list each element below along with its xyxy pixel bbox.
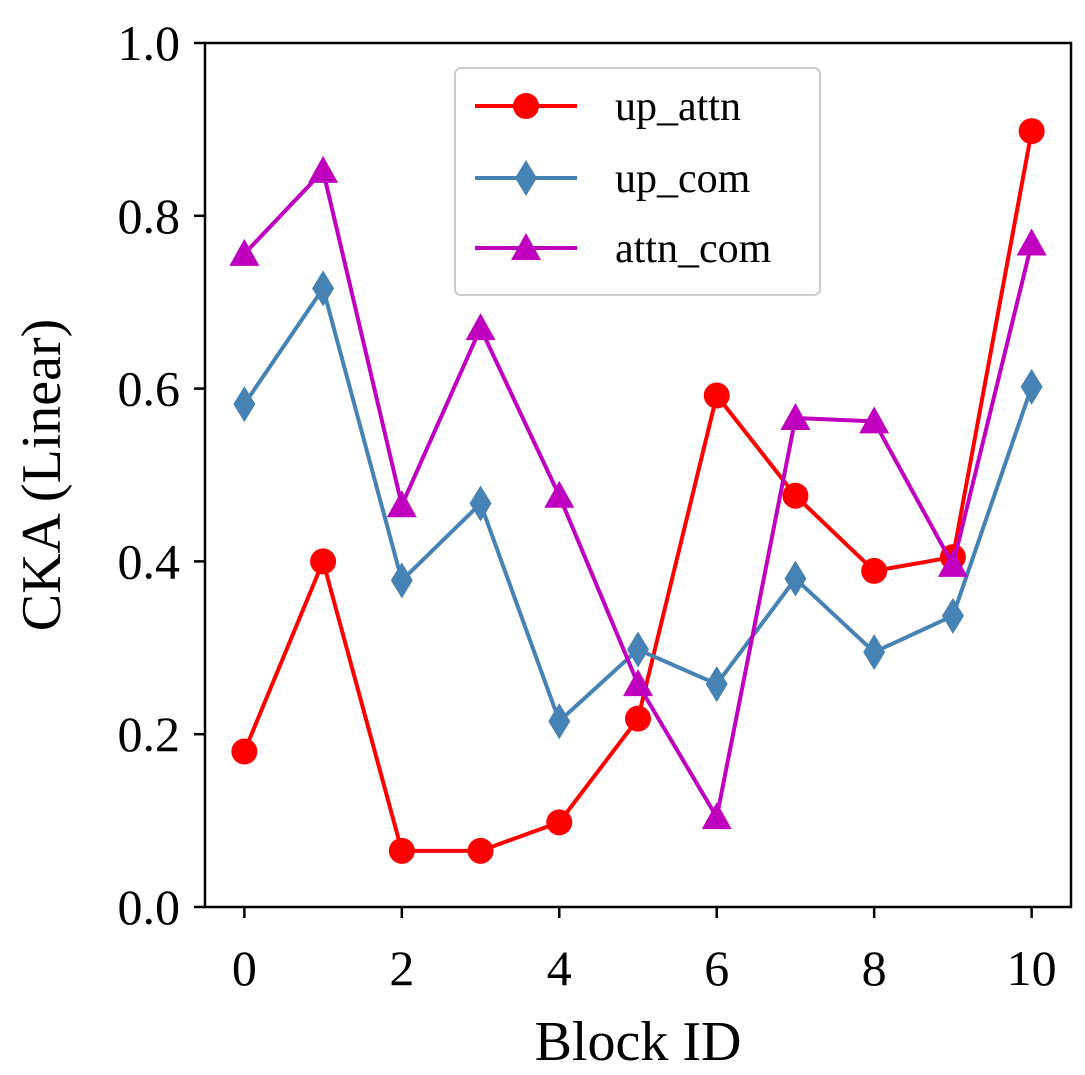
data-point-up_attn-5 xyxy=(625,705,651,732)
legend-marker-attn_com xyxy=(511,233,541,260)
data-point-up_attn-3 xyxy=(467,837,494,864)
legend-entry-up_attn: up_attn xyxy=(475,84,741,130)
data-point-attn_com-1 xyxy=(308,155,339,183)
plot-area xyxy=(229,118,1047,864)
data-point-up_com-6 xyxy=(705,666,728,703)
data-point-up_com-5 xyxy=(627,631,649,668)
legend-label: up_com xyxy=(615,156,751,202)
legend-box xyxy=(454,67,821,296)
y-tick-label: 0.2 xyxy=(118,706,181,762)
data-point-up_com-0 xyxy=(233,386,256,423)
legend-marker-up_attn xyxy=(513,93,539,119)
x-axis-title: Block ID xyxy=(535,1011,742,1073)
data-point-up_com-3 xyxy=(469,485,492,522)
data-point-up_com-8 xyxy=(863,634,886,671)
data-point-up_attn-0 xyxy=(231,738,258,765)
data-point-up_attn-4 xyxy=(546,809,573,836)
data-point-attn_com-6 xyxy=(701,802,732,830)
legend-entry-attn_com: attn_com xyxy=(475,226,772,272)
x-tick-label: 6 xyxy=(704,940,729,996)
data-point-attn_com-0 xyxy=(229,238,260,266)
legend-label: attn_com xyxy=(615,226,772,272)
y-axis-title: CKA (Linear) xyxy=(11,319,73,632)
legend-marker-up_com xyxy=(515,160,537,196)
data-point-up_com-10 xyxy=(1020,368,1043,405)
data-point-attn_com-8 xyxy=(859,406,890,434)
legend-entry-up_com: up_com xyxy=(475,156,751,202)
data-point-up_com-4 xyxy=(548,703,571,740)
y-tick-label: 0.0 xyxy=(118,879,181,935)
data-point-attn_com-2 xyxy=(386,490,417,518)
x-tick-label: 10 xyxy=(1007,940,1057,996)
data-point-up_com-1 xyxy=(312,270,335,307)
data-point-attn_com-4 xyxy=(544,480,575,508)
data-point-up_attn-8 xyxy=(861,557,888,584)
data-point-up_com-7 xyxy=(784,560,807,597)
x-tick-label: 8 xyxy=(862,940,887,996)
data-point-up_attn-1 xyxy=(310,548,337,575)
data-point-up_attn-7 xyxy=(782,482,809,509)
y-tick-label: 0.8 xyxy=(118,188,181,244)
y-tick-label: 1.0 xyxy=(118,15,181,71)
legend-label: up_attn xyxy=(615,84,741,130)
data-point-attn_com-3 xyxy=(465,313,496,341)
data-point-up_attn-6 xyxy=(703,382,730,409)
x-tick-label: 2 xyxy=(389,940,414,996)
y-tick-label: 0.6 xyxy=(118,361,181,417)
axis-ticks: 0 2 4 6 8 10 0.0 0.2 0.4 0.6 0.8 1.0 xyxy=(118,15,1057,996)
data-point-attn_com-9 xyxy=(937,549,968,577)
data-point-attn_com-5 xyxy=(623,669,653,697)
data-point-attn_com-10 xyxy=(1016,228,1047,256)
data-point-up_com-9 xyxy=(941,597,964,634)
x-tick-label: 0 xyxy=(232,940,257,996)
data-point-attn_com-7 xyxy=(780,402,811,430)
x-tick-label: 4 xyxy=(547,940,572,996)
series-up_com xyxy=(233,270,1043,740)
axes-frame xyxy=(203,41,1073,909)
data-point-up_attn-10 xyxy=(1018,118,1045,145)
data-point-up_com-2 xyxy=(390,562,413,599)
data-point-up_attn-2 xyxy=(388,837,415,864)
series-attn_com xyxy=(229,155,1047,830)
legend: up_attn up_com attn_com xyxy=(454,67,821,296)
y-tick-label: 0.4 xyxy=(118,533,181,589)
